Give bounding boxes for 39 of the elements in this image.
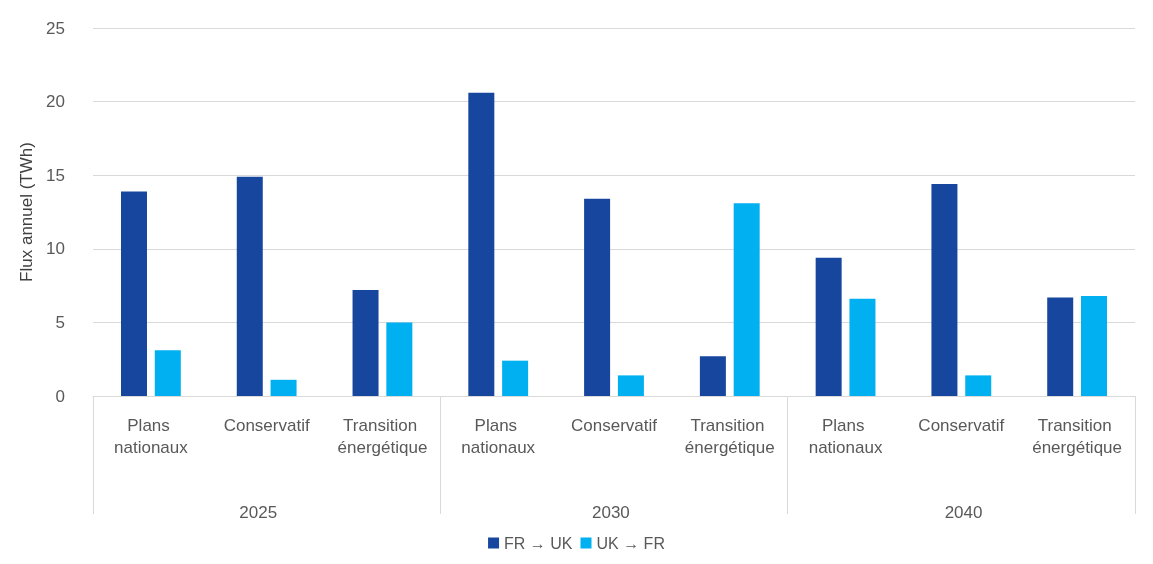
y-tick-label: 15	[46, 165, 65, 185]
x-tick-label: Plans nationaux	[114, 415, 189, 457]
x-tick-label: Conservatif	[223, 415, 310, 435]
bar	[699, 356, 726, 396]
bar	[502, 360, 529, 396]
x-tick-label: Conservatif	[918, 415, 1005, 435]
bar	[352, 290, 379, 396]
bar	[236, 176, 263, 396]
legend-label: UK → FR	[596, 534, 665, 552]
bar	[468, 92, 495, 396]
x-tick-label: Transition énergétique	[337, 415, 428, 457]
y-tick-label: 10	[46, 239, 65, 259]
x-tick-label: Transition énergétique	[684, 415, 775, 457]
x-tick-label: Plans nationaux	[461, 415, 536, 457]
bar	[849, 298, 876, 396]
y-tick-label: 0	[55, 386, 65, 406]
bar	[154, 350, 181, 396]
bar	[931, 184, 958, 396]
bar	[1081, 295, 1108, 396]
text: 2030	[592, 503, 630, 522]
text: 2040	[944, 503, 983, 522]
bar	[1047, 297, 1074, 396]
bar	[386, 322, 413, 396]
bar	[617, 375, 644, 396]
legend-label: FR → UK	[504, 534, 573, 552]
bar	[965, 375, 992, 396]
y-tick-label: 20	[46, 92, 65, 112]
bar	[584, 198, 611, 396]
x-tick-label: Conservatif	[571, 415, 658, 435]
y-tick-label: 25	[46, 18, 65, 38]
bar	[270, 379, 297, 396]
x-tick-label: Transition énergétique	[1032, 415, 1123, 457]
bar	[815, 257, 842, 396]
text: 2025	[239, 503, 278, 522]
y-axis-title: Flux annuel (TWh)	[17, 142, 37, 282]
y-tick-label: 5	[55, 312, 65, 332]
bar	[120, 191, 147, 396]
x-tick-label: Plans nationaux	[808, 415, 883, 457]
bar	[733, 203, 760, 396]
